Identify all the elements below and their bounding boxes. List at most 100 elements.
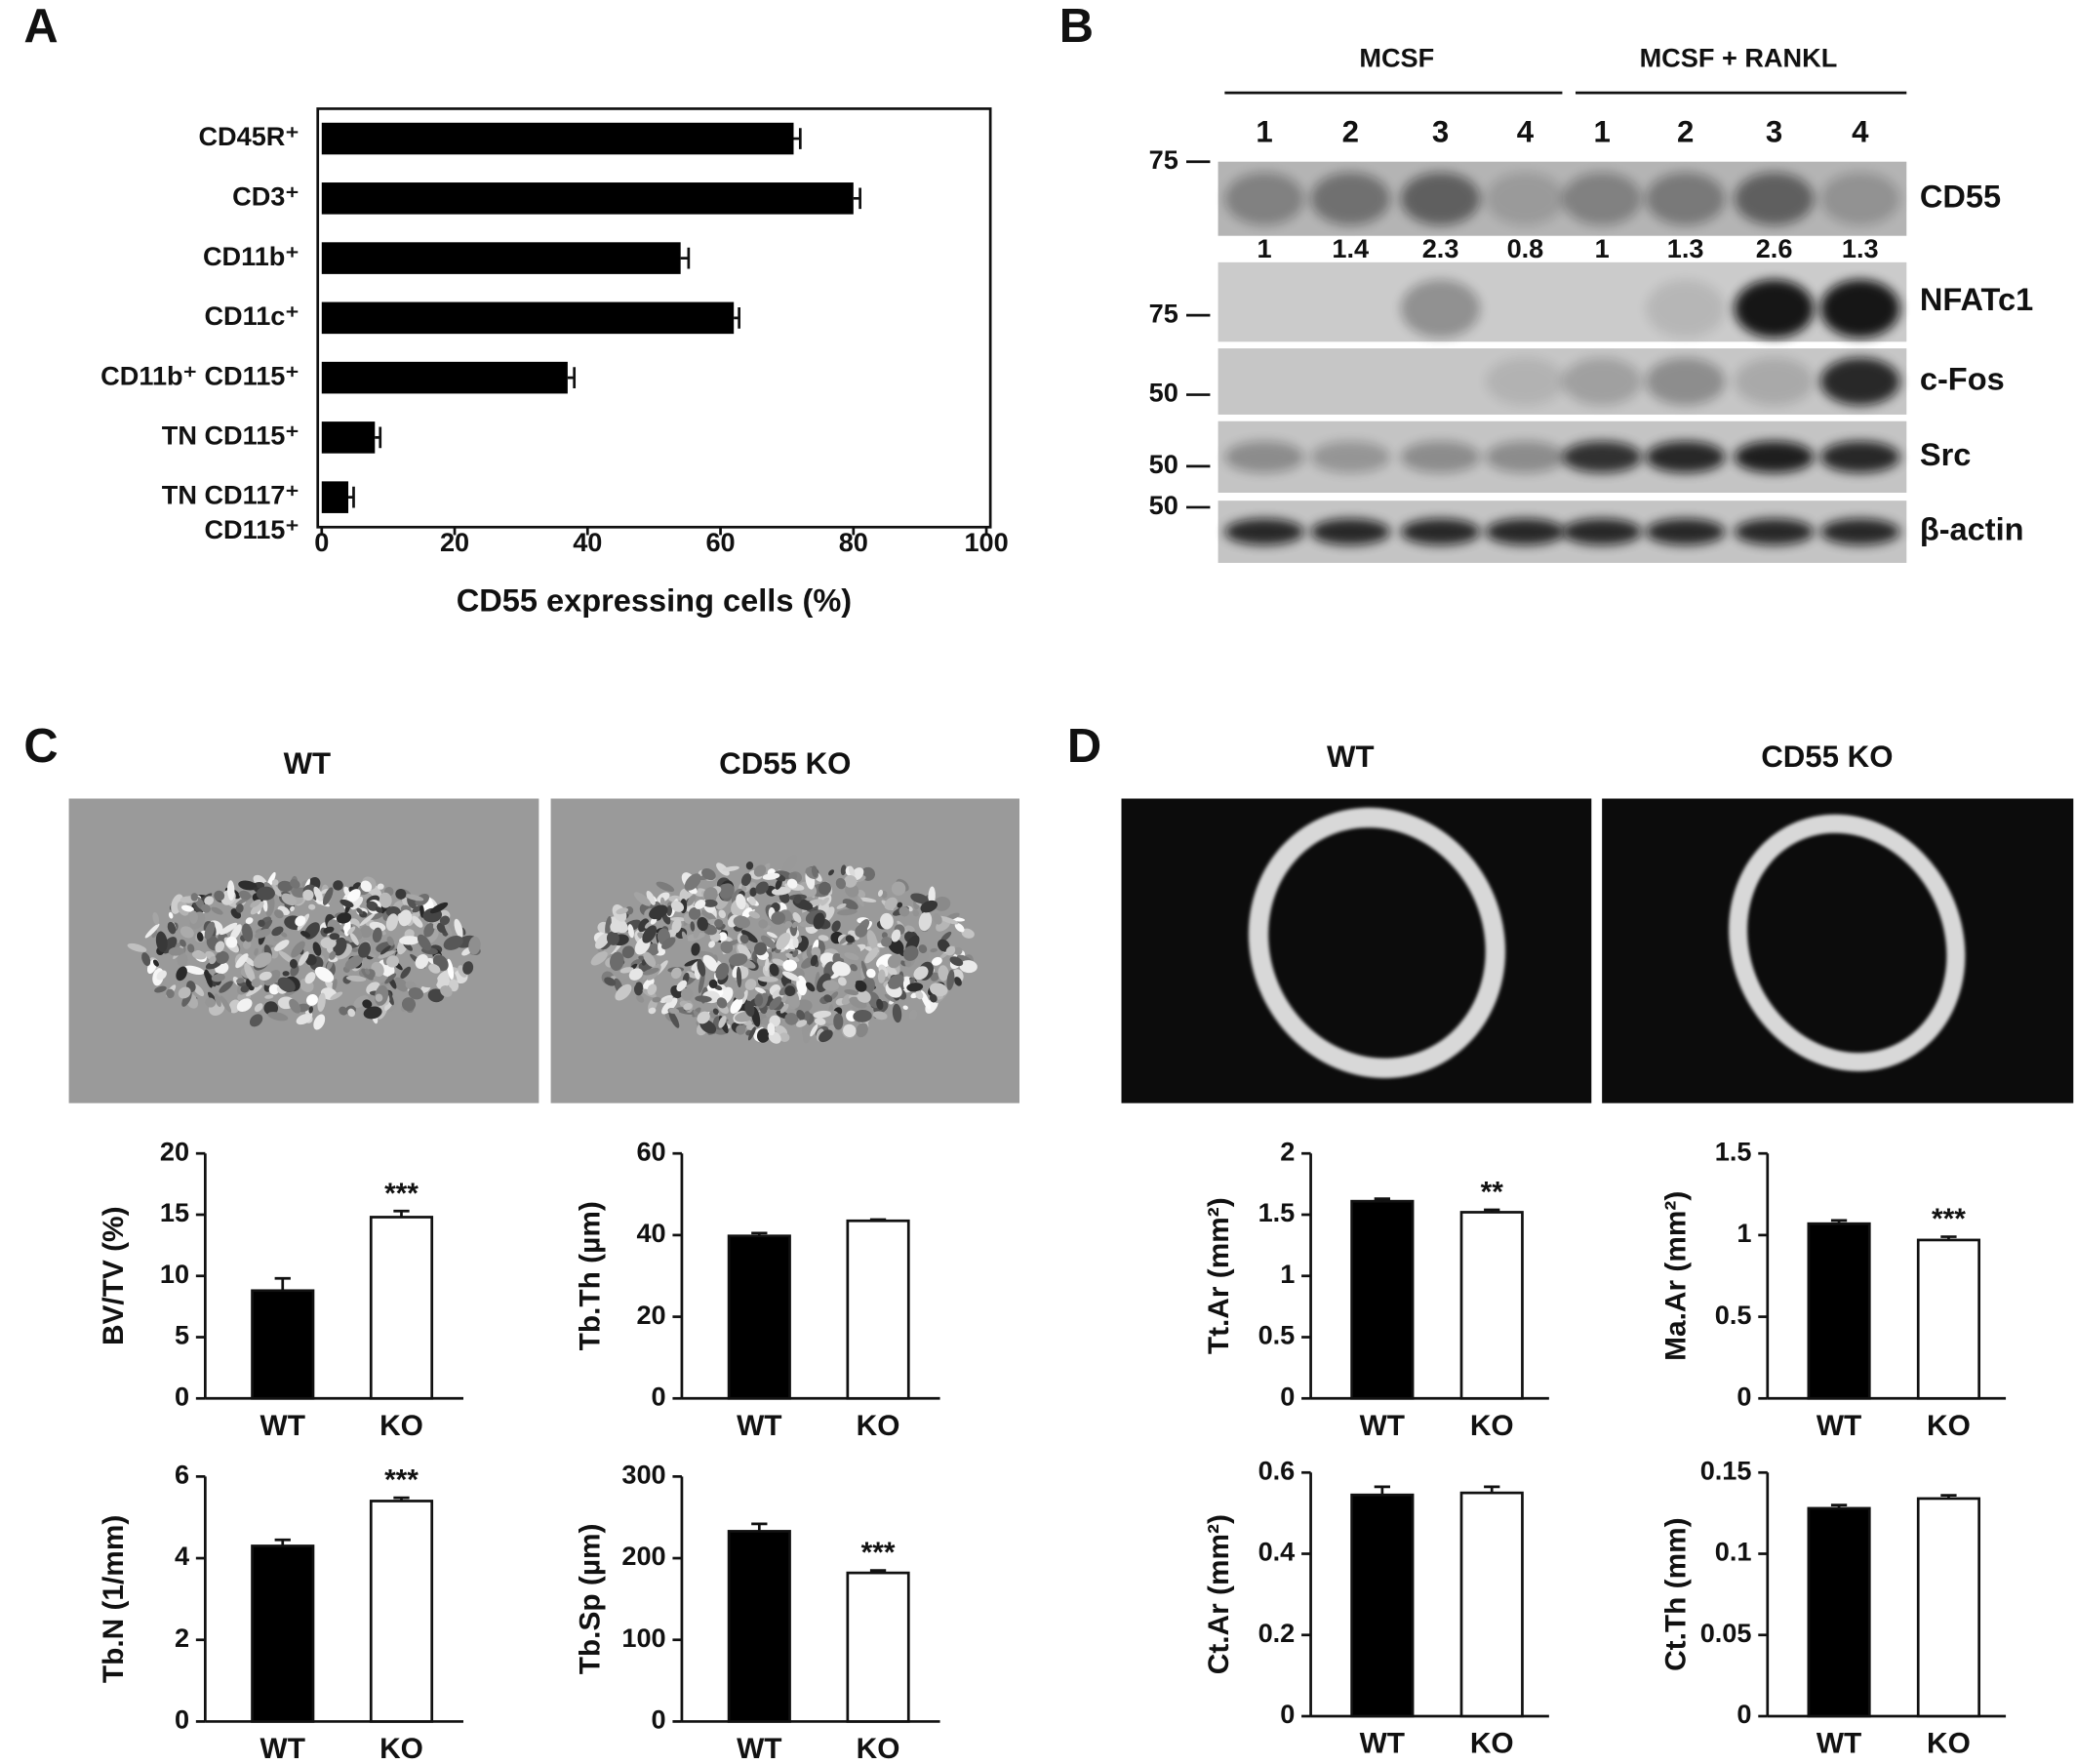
x-tick-label: KO (1470, 1410, 1514, 1442)
trabecula (872, 1011, 888, 1021)
trabecula (254, 1003, 263, 1013)
bar (727, 1234, 791, 1400)
trabecula (296, 1014, 312, 1025)
trabecula (349, 947, 361, 952)
trabecula (220, 995, 232, 1013)
y-tick-label: CD11c⁺ (204, 301, 299, 331)
y-tick-label: 0 (652, 1381, 666, 1411)
trabecula (959, 960, 978, 974)
blot-band (1562, 518, 1642, 545)
trabecula (887, 954, 901, 969)
trabecula (784, 920, 793, 929)
error-bar (567, 367, 577, 388)
x-tick-label: WT (1360, 1410, 1405, 1442)
y-tick-label: CD11b⁺ CD115⁺ (100, 360, 299, 390)
trabecula (913, 966, 929, 981)
trabecula (877, 969, 886, 983)
trabecula (211, 906, 223, 915)
quantification: 1.4 (1332, 233, 1369, 263)
y-tick-label: 0 (175, 1704, 189, 1735)
trabecula (661, 937, 676, 949)
trabecula (902, 945, 919, 961)
trabecula (785, 952, 800, 962)
y-tick-label: 0 (1280, 1381, 1295, 1411)
trabecula (347, 926, 356, 935)
trabecula (642, 925, 658, 943)
trabecula (347, 1008, 356, 1018)
trabecula (657, 892, 670, 903)
trabecula (220, 922, 238, 936)
trabecula (793, 894, 802, 904)
trabecula (167, 921, 177, 935)
error-bar (393, 1496, 410, 1502)
bar (321, 122, 794, 155)
y-tick-label: 10 (160, 1259, 189, 1289)
trabecula (758, 919, 769, 929)
trabecula (274, 940, 290, 951)
significance: ** (1481, 1177, 1504, 1209)
y-tick-label: 5 (175, 1320, 189, 1350)
bar (251, 1289, 315, 1400)
trabecula (647, 942, 660, 956)
trabecula (404, 894, 424, 902)
x-tick-label: 100 (964, 527, 1008, 557)
trabecula (756, 1028, 770, 1043)
trabecula (810, 954, 818, 967)
trabecula (754, 993, 764, 1007)
trabecula (615, 983, 632, 1001)
blot-band (1734, 357, 1815, 406)
trabecula (333, 937, 347, 956)
trabecula (730, 997, 743, 1014)
lane-label: 2 (1342, 114, 1359, 148)
image-title: CD55 KO (1761, 740, 1893, 774)
trabecula (736, 966, 742, 988)
trabecula (741, 989, 748, 1005)
trabecula (820, 897, 830, 906)
trabecula (779, 1003, 789, 1014)
trabecula (805, 982, 816, 992)
trabecula (289, 958, 298, 969)
error-bar (734, 306, 740, 329)
trabecula (866, 968, 876, 979)
trabecula (236, 978, 245, 984)
x-tick-label: KO (1927, 1728, 1971, 1760)
trabecula (784, 985, 796, 997)
trabecula (235, 903, 244, 913)
trabecula (755, 881, 769, 895)
trabecula (339, 899, 354, 908)
trabecula (168, 911, 174, 919)
blot-band (1224, 441, 1304, 473)
trabecula (766, 932, 778, 939)
trabecula (350, 896, 364, 910)
trabecula (616, 907, 629, 915)
trabecula (273, 909, 284, 919)
trabecula (866, 930, 878, 950)
bar (369, 1500, 434, 1723)
trabecula (748, 910, 760, 919)
blot-band (1400, 279, 1481, 339)
trabecula (786, 878, 798, 889)
trabecula (814, 1018, 826, 1025)
significance: *** (861, 1537, 896, 1569)
trabecula (209, 956, 217, 965)
bar (1807, 1506, 1871, 1718)
micro-ct-image (68, 798, 539, 1103)
trabecula (905, 925, 915, 933)
blot-label: NFATc1 (1920, 282, 2033, 317)
trabecula (884, 993, 897, 1003)
blot-band (1734, 441, 1815, 473)
trabecula (703, 887, 718, 902)
quantification: 1 (1258, 233, 1272, 263)
trabecula (831, 961, 851, 977)
trabecula (769, 996, 782, 1010)
trabecula (844, 988, 859, 996)
blot-band (1820, 172, 1900, 225)
trabecula (843, 1023, 857, 1038)
y-axis-label: BV/TV (%) (98, 1206, 130, 1345)
trabecula (741, 907, 753, 919)
trabecula (254, 947, 259, 956)
x-tick-label: WT (737, 1410, 781, 1442)
trabecula (200, 903, 211, 913)
trabecula (796, 1020, 808, 1027)
trabecula (860, 960, 869, 981)
